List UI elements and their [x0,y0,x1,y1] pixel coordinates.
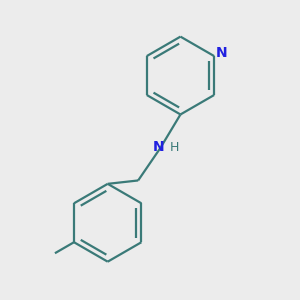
Text: N: N [216,46,227,60]
Text: N: N [153,140,164,154]
Text: H: H [170,141,179,154]
